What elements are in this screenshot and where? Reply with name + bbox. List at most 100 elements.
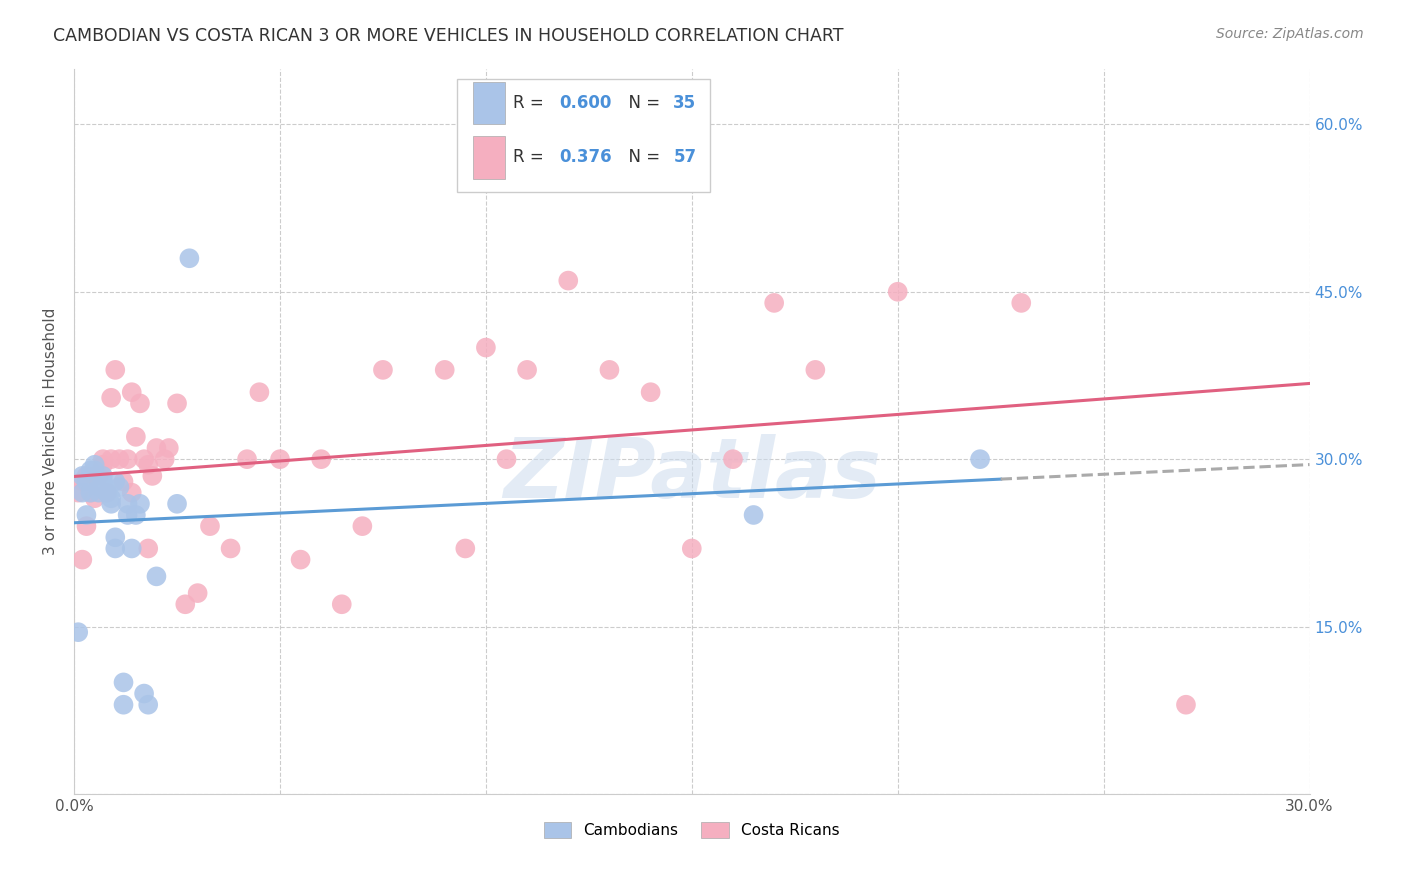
Point bbox=[108, 480, 131, 494]
Point bbox=[157, 441, 180, 455]
Text: R =: R = bbox=[513, 94, 548, 112]
Text: 57: 57 bbox=[673, 148, 696, 167]
Point bbox=[640, 385, 662, 400]
Point bbox=[136, 541, 159, 556]
Point bbox=[495, 452, 517, 467]
Point bbox=[129, 497, 152, 511]
FancyBboxPatch shape bbox=[474, 81, 505, 124]
Point bbox=[104, 530, 127, 544]
Text: N =: N = bbox=[617, 94, 665, 112]
Text: CAMBODIAN VS COSTA RICAN 3 OR MORE VEHICLES IN HOUSEHOLD CORRELATION CHART: CAMBODIAN VS COSTA RICAN 3 OR MORE VEHIC… bbox=[53, 27, 844, 45]
Point bbox=[100, 491, 122, 506]
Point bbox=[187, 586, 209, 600]
Text: ZIPatlas: ZIPatlas bbox=[503, 434, 880, 516]
Point bbox=[75, 508, 97, 522]
Point bbox=[132, 687, 155, 701]
Point bbox=[108, 452, 131, 467]
Text: 0.600: 0.600 bbox=[560, 94, 612, 112]
Point bbox=[132, 452, 155, 467]
Point bbox=[112, 698, 135, 712]
Text: N =: N = bbox=[617, 148, 665, 167]
Point bbox=[96, 485, 118, 500]
Point bbox=[1175, 698, 1198, 712]
Point bbox=[433, 363, 456, 377]
Point bbox=[112, 475, 135, 489]
Point bbox=[91, 475, 114, 489]
Point bbox=[721, 452, 744, 467]
Point bbox=[91, 458, 114, 472]
Point bbox=[100, 391, 122, 405]
Point bbox=[79, 485, 101, 500]
Point bbox=[79, 463, 101, 477]
FancyBboxPatch shape bbox=[474, 136, 505, 178]
Point bbox=[100, 452, 122, 467]
Point bbox=[91, 452, 114, 467]
Point bbox=[236, 452, 259, 467]
Point bbox=[83, 469, 105, 483]
Point bbox=[117, 508, 139, 522]
Point bbox=[100, 497, 122, 511]
Point bbox=[112, 675, 135, 690]
FancyBboxPatch shape bbox=[457, 79, 710, 192]
Point bbox=[557, 274, 579, 288]
Point bbox=[136, 458, 159, 472]
Point bbox=[72, 475, 94, 489]
Point bbox=[72, 469, 94, 483]
Text: R =: R = bbox=[513, 148, 548, 167]
Point bbox=[145, 569, 167, 583]
Point bbox=[290, 552, 312, 566]
Point bbox=[129, 396, 152, 410]
Point bbox=[247, 385, 270, 400]
Point bbox=[104, 363, 127, 377]
Point bbox=[174, 597, 197, 611]
Point bbox=[125, 430, 148, 444]
Point bbox=[371, 363, 394, 377]
Point bbox=[516, 363, 538, 377]
Point bbox=[121, 541, 143, 556]
Point bbox=[87, 469, 110, 483]
Point bbox=[87, 480, 110, 494]
Point bbox=[179, 252, 201, 266]
Text: 35: 35 bbox=[673, 94, 696, 112]
Point bbox=[136, 698, 159, 712]
Point bbox=[104, 541, 127, 556]
Point bbox=[75, 519, 97, 533]
Point bbox=[269, 452, 291, 467]
Point bbox=[804, 363, 827, 377]
Point bbox=[83, 491, 105, 506]
Point bbox=[75, 475, 97, 489]
Point bbox=[145, 441, 167, 455]
Point bbox=[598, 363, 620, 377]
Legend: Cambodians, Costa Ricans: Cambodians, Costa Ricans bbox=[537, 816, 846, 845]
Point bbox=[309, 452, 332, 467]
Point bbox=[121, 485, 143, 500]
Point bbox=[219, 541, 242, 556]
Point bbox=[91, 469, 114, 483]
Point bbox=[352, 519, 374, 533]
Point bbox=[83, 458, 105, 472]
Point bbox=[886, 285, 908, 299]
Point bbox=[75, 469, 97, 483]
Point bbox=[67, 625, 90, 640]
Point bbox=[153, 452, 176, 467]
Point bbox=[79, 485, 101, 500]
Point bbox=[72, 552, 94, 566]
Point bbox=[121, 385, 143, 400]
Point bbox=[166, 497, 188, 511]
Point bbox=[96, 485, 118, 500]
Point bbox=[117, 452, 139, 467]
Point bbox=[969, 452, 991, 467]
Point bbox=[763, 296, 786, 310]
Point bbox=[681, 541, 703, 556]
Point bbox=[166, 396, 188, 410]
Point bbox=[475, 341, 498, 355]
Text: 0.376: 0.376 bbox=[560, 148, 612, 167]
Y-axis label: 3 or more Vehicles in Household: 3 or more Vehicles in Household bbox=[44, 308, 58, 555]
Point bbox=[72, 485, 94, 500]
Point bbox=[83, 463, 105, 477]
Point bbox=[198, 519, 221, 533]
Point bbox=[742, 508, 765, 522]
Point bbox=[330, 597, 353, 611]
Point bbox=[125, 508, 148, 522]
Point bbox=[454, 541, 477, 556]
